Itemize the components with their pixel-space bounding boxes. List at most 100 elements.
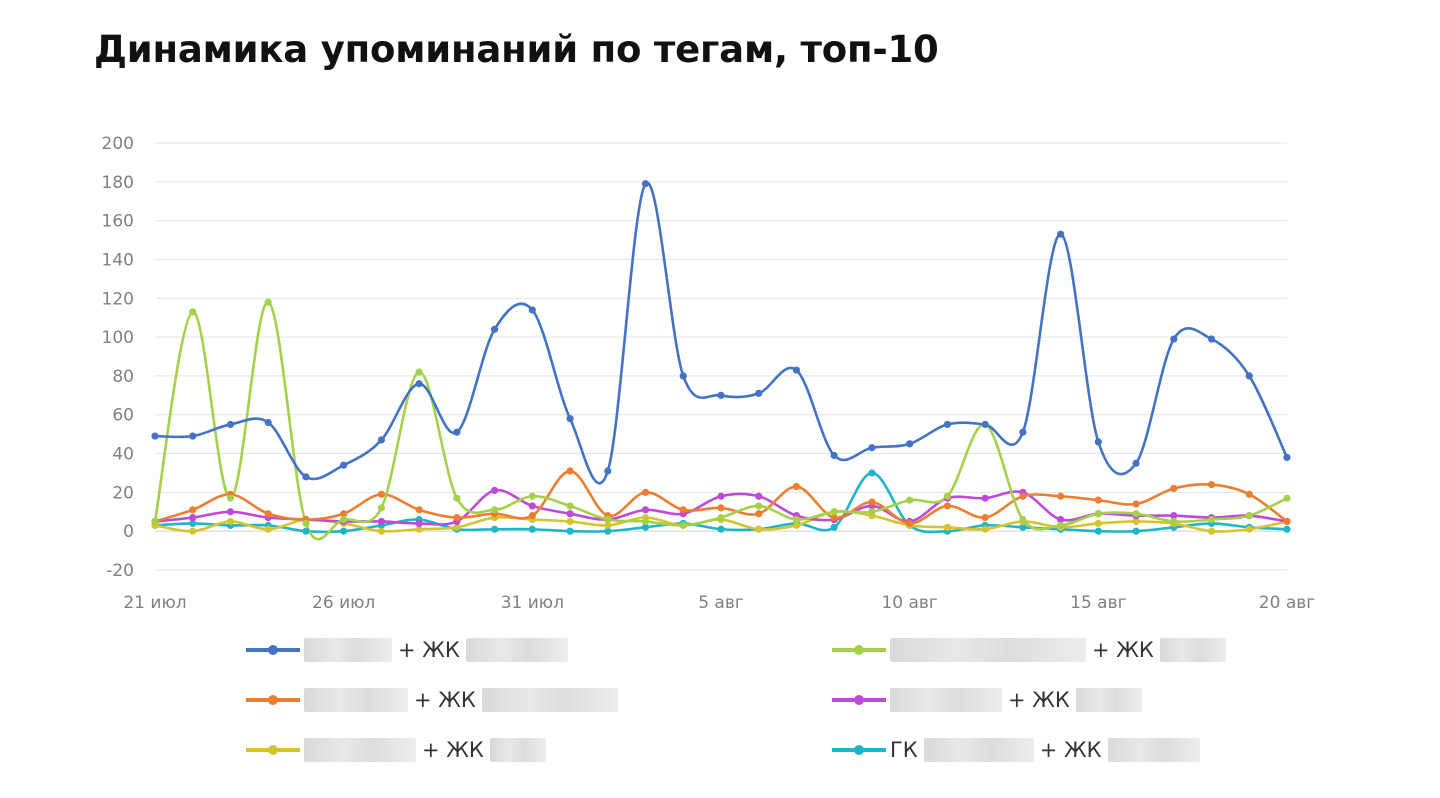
- data-point: [340, 510, 348, 518]
- data-point: [755, 525, 763, 533]
- data-point: [226, 494, 235, 502]
- data-point: [717, 525, 725, 533]
- data-point: [1094, 519, 1102, 528]
- legend-item-series-3[interactable]: + ЖК: [246, 680, 618, 720]
- y-tick-label: 0: [123, 522, 134, 542]
- data-point: [189, 506, 197, 514]
- series-points-6: [151, 469, 1291, 535]
- data-point: [491, 525, 499, 533]
- data-point: [1245, 512, 1253, 520]
- data-point: [943, 523, 952, 531]
- data-point: [1283, 517, 1291, 526]
- data-point: [1207, 481, 1216, 489]
- redacted-text: [465, 638, 568, 662]
- data-point: [604, 467, 612, 475]
- data-point: [189, 432, 197, 440]
- y-tick-label: 180: [102, 173, 134, 193]
- legend-label: + ЖК: [1092, 638, 1154, 662]
- legend-item-series-6[interactable]: ГК + ЖК: [832, 730, 1200, 770]
- data-point: [528, 525, 536, 533]
- redacted-text: [890, 638, 1086, 662]
- data-point: [1057, 492, 1065, 500]
- legend-item-series-5[interactable]: + ЖК: [246, 730, 546, 770]
- legend-swatch: [832, 645, 886, 655]
- legend-swatch: [832, 695, 886, 705]
- data-point: [792, 482, 801, 491]
- data-point: [604, 515, 612, 524]
- data-point: [377, 527, 385, 535]
- data-point: [755, 492, 763, 500]
- data-point: [340, 527, 348, 535]
- series-line-2: [153, 300, 1288, 541]
- redacted-text: [923, 738, 1034, 762]
- data-point: [264, 525, 272, 533]
- legend-item-series-4[interactable]: + ЖК: [832, 680, 1142, 720]
- redacted-text: [1159, 638, 1226, 662]
- data-point: [830, 508, 838, 516]
- data-point: [566, 517, 574, 526]
- x-tick-label: 31 июл: [501, 593, 564, 613]
- data-point: [1207, 335, 1216, 343]
- data-point: [151, 517, 159, 526]
- data-point: [830, 451, 838, 460]
- data-point: [755, 510, 763, 518]
- data-point: [189, 308, 197, 316]
- legend-swatch: [246, 695, 300, 705]
- data-point: [1057, 521, 1065, 529]
- legend-label: + ЖК: [398, 638, 460, 662]
- data-point: [189, 527, 197, 535]
- redacted-text: [481, 688, 618, 712]
- legend-swatch: [246, 745, 300, 755]
- data-point: [604, 521, 612, 529]
- data-point: [1207, 527, 1216, 535]
- data-point: [943, 502, 952, 510]
- redacted-text: [890, 688, 1002, 712]
- data-point: [1283, 525, 1291, 533]
- y-tick-label: 80: [112, 367, 134, 387]
- series-lines: [153, 181, 1289, 541]
- x-tick-label: 20 авг: [1259, 593, 1315, 613]
- y-tick-label: 160: [102, 212, 134, 232]
- data-point: [717, 504, 725, 512]
- data-point: [226, 508, 235, 516]
- legend-item-series-2[interactable]: + ЖК: [832, 630, 1226, 670]
- legend-item-series-1[interactable]: + ЖК: [246, 630, 568, 670]
- data-point: [189, 513, 197, 522]
- data-point: [868, 508, 876, 516]
- x-tick-label: 5 авг: [698, 593, 744, 613]
- data-point: [1019, 492, 1027, 500]
- y-tick-label: 100: [102, 328, 134, 348]
- y-tick-label: 200: [102, 134, 134, 154]
- x-tick-label: 26 июл: [312, 593, 375, 613]
- data-point: [528, 492, 536, 500]
- series-points: [151, 180, 1291, 535]
- data-point: [264, 510, 272, 518]
- data-point: [528, 502, 536, 510]
- data-point: [1094, 438, 1102, 446]
- data-point: [189, 519, 197, 528]
- data-point: [1170, 484, 1178, 493]
- y-tick-label: -20: [106, 561, 134, 581]
- y-tick-label: 140: [102, 250, 134, 270]
- data-point: [1283, 494, 1291, 502]
- data-point: [377, 504, 385, 512]
- data-point: [868, 469, 876, 477]
- legend-swatch: [246, 645, 300, 655]
- data-point: [226, 517, 235, 526]
- data-point: [1094, 527, 1102, 535]
- data-point: [302, 527, 310, 535]
- redacted-text: [489, 738, 546, 762]
- data-point: [453, 523, 461, 531]
- data-point: [943, 492, 952, 500]
- redacted-text: [304, 688, 408, 712]
- data-point: [981, 420, 989, 429]
- data-point: [717, 391, 725, 399]
- data-point: [415, 525, 423, 533]
- redacted-text: [304, 738, 416, 762]
- redacted-text: [1107, 738, 1200, 762]
- data-point: [906, 440, 914, 448]
- data-point: [792, 366, 801, 374]
- data-point: [1057, 230, 1065, 238]
- data-point: [1245, 372, 1253, 380]
- data-point: [641, 523, 650, 531]
